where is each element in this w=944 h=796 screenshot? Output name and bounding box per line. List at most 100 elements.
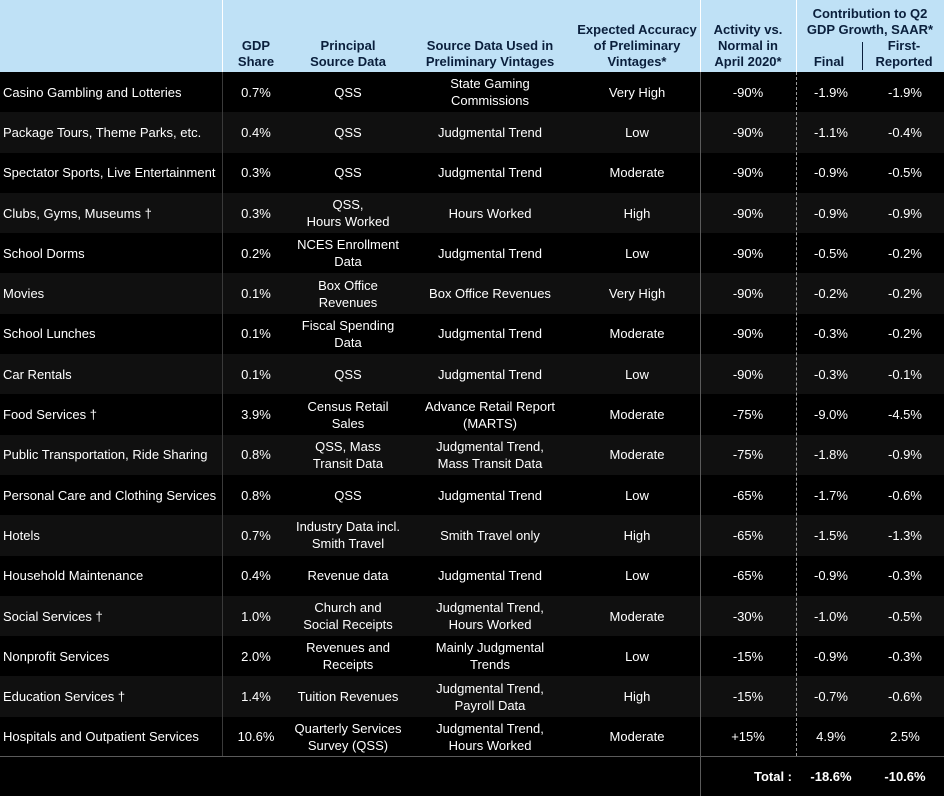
row-first-reported-text: -1.3% bbox=[888, 527, 922, 543]
row-source-used: Judgmental Trend, Payroll Data bbox=[406, 676, 574, 716]
row-principal-source-text: Industry Data incl. Smith Travel bbox=[295, 519, 401, 552]
row-first-reported-text: -0.1% bbox=[888, 366, 922, 382]
row-first-reported-text: 2.5% bbox=[890, 729, 920, 745]
row-name-text: Car Rentals bbox=[3, 366, 72, 382]
row-first-reported-text: -0.5% bbox=[888, 165, 922, 181]
row-expected-accuracy-text: Moderate bbox=[609, 165, 665, 181]
row-activity: -65% bbox=[700, 515, 796, 555]
row-activity-text: -90% bbox=[732, 84, 764, 100]
header-first-reported: First- Reported bbox=[875, 38, 933, 69]
row-activity-text: -90% bbox=[732, 124, 764, 140]
row-principal-source: QSS bbox=[290, 153, 406, 193]
row-activity: -65% bbox=[700, 475, 796, 515]
row-principal-source-text: Church and Social Receipts bbox=[303, 600, 393, 632]
row-name: Public Transportation, Ride Sharing bbox=[0, 435, 222, 475]
row-principal-source: NCES Enrollment Data bbox=[290, 233, 406, 273]
row-source-used-text: Judgmental Trend, Hours Worked bbox=[436, 600, 544, 632]
row-name: Clubs, Gyms, Museums † bbox=[0, 193, 222, 233]
row-final-text: -0.9% bbox=[814, 568, 848, 584]
header-divider bbox=[700, 0, 701, 72]
row-first-reported: -0.3% bbox=[866, 556, 944, 596]
header-principal-source: Principal Source Data bbox=[310, 38, 386, 69]
row-final: -1.7% bbox=[796, 475, 866, 515]
row-final-text: -0.9% bbox=[814, 648, 848, 664]
row-activity: +15% bbox=[700, 717, 796, 757]
row-expected-accuracy-text: Moderate bbox=[609, 326, 665, 342]
row-source-used: Judgmental Trend bbox=[406, 354, 574, 394]
row-source-used-text: Judgmental Trend bbox=[437, 165, 543, 181]
row-first-reported: -0.6% bbox=[866, 676, 944, 716]
row-final: -0.5% bbox=[796, 233, 866, 273]
row-final-text: -9.0% bbox=[814, 407, 848, 423]
row-principal-source-text: Quarterly Services Survey (QSS) bbox=[294, 720, 402, 753]
table-row: Hotels 0.7% Industry Data incl. Smith Trav… bbox=[0, 515, 944, 556]
row-first-reported: 2.5% bbox=[866, 717, 944, 757]
row-activity: -90% bbox=[700, 314, 796, 354]
row-name: Hospitals and Outpatient Services bbox=[0, 717, 222, 757]
row-final-text: -0.3% bbox=[814, 366, 848, 382]
row-expected-accuracy: High bbox=[574, 515, 700, 555]
row-activity-text: -15% bbox=[732, 648, 764, 664]
table-row: Clubs, Gyms, Museums † 0.3% QSS, Hours Wor… bbox=[0, 192, 944, 234]
row-final: -0.9% bbox=[796, 193, 866, 233]
row-activity-text: -75% bbox=[732, 407, 764, 423]
row-name-text: Hospitals and Outpatient Services bbox=[3, 729, 199, 745]
row-gdp-share: 0.3% bbox=[222, 193, 290, 233]
row-activity-text: -90% bbox=[732, 165, 764, 181]
table-row: Hospitals and Outpatient Services 10.6% Qu… bbox=[0, 717, 944, 757]
header-final: Final bbox=[813, 54, 845, 69]
row-activity-text: -75% bbox=[732, 447, 764, 463]
row-first-reported: -1.9% bbox=[866, 72, 944, 112]
row-name: Food Services † bbox=[0, 394, 222, 434]
row-principal-source-text: QSS bbox=[334, 366, 362, 382]
row-source-used-text: Box Office Revenues bbox=[429, 286, 551, 302]
table-row: Personal Care and Clothing Services 0.8% Q… bbox=[0, 475, 944, 515]
row-final-text: -1.8% bbox=[814, 447, 848, 463]
row-gdp-share: 0.4% bbox=[222, 556, 290, 596]
row-source-used: Judgmental Trend bbox=[406, 112, 574, 152]
header-activity: Activity vs. Normal in April 2020* bbox=[713, 22, 783, 69]
row-final: -1.5% bbox=[796, 515, 866, 555]
row-gdp-share-text: 0.1% bbox=[241, 286, 271, 302]
row-expected-accuracy: Very High bbox=[574, 72, 700, 112]
total-separator bbox=[0, 756, 944, 757]
table-body: Casino Gambling and Lotteries 0.7% QSS Stat… bbox=[0, 72, 944, 757]
row-gdp-share: 0.1% bbox=[222, 314, 290, 354]
row-first-reported-text: -0.2% bbox=[888, 286, 922, 302]
row-source-used: Smith Travel only bbox=[406, 515, 574, 555]
row-source-used-text: Judgmental Trend, Hours Worked bbox=[436, 720, 544, 753]
table-header: GDP Share Principal Source Data Source D… bbox=[0, 0, 944, 72]
row-final-text: -1.7% bbox=[814, 487, 848, 503]
row-expected-accuracy-text: Low bbox=[625, 487, 649, 503]
row-final: -1.0% bbox=[796, 596, 866, 636]
row-name-text: Social Services † bbox=[3, 608, 103, 624]
table-row: School Dorms 0.2% NCES Enrollment Data Judg… bbox=[0, 233, 944, 273]
row-gdp-share: 0.7% bbox=[222, 515, 290, 555]
row-final: -1.9% bbox=[796, 72, 866, 112]
total-final: -18.6% bbox=[810, 768, 852, 784]
row-expected-accuracy-text: Very High bbox=[608, 84, 666, 100]
row-source-used: Judgmental Trend, Hours Worked bbox=[406, 596, 574, 636]
header-subdivider bbox=[862, 42, 863, 70]
row-activity: -75% bbox=[700, 394, 796, 434]
row-first-reported: -4.5% bbox=[866, 394, 944, 434]
row-first-reported: -0.2% bbox=[866, 233, 944, 273]
row-gdp-share: 0.1% bbox=[222, 354, 290, 394]
row-source-used-text: Judgmental Trend bbox=[437, 487, 543, 503]
row-source-used-text: Judgmental Trend, Mass Transit Data bbox=[436, 438, 544, 471]
row-expected-accuracy-text: High bbox=[623, 527, 651, 543]
row-source-used-text: Judgmental Trend, Payroll Data bbox=[436, 680, 544, 713]
row-final-text: -0.9% bbox=[814, 165, 848, 181]
row-gdp-share-text: 3.9% bbox=[241, 407, 271, 423]
row-expected-accuracy: Low bbox=[574, 233, 700, 273]
row-final-text: -1.0% bbox=[814, 608, 848, 624]
table-row: Movies 0.1% Box Office Revenues Box Office … bbox=[0, 273, 944, 314]
row-gdp-share-text: 0.3% bbox=[241, 205, 271, 221]
row-activity-text: -90% bbox=[732, 326, 764, 342]
row-activity: -15% bbox=[700, 636, 796, 676]
row-activity-text: -65% bbox=[732, 487, 764, 503]
row-gdp-share: 1.4% bbox=[222, 676, 290, 716]
row-principal-source-text: Revenues and Receipts bbox=[306, 640, 390, 673]
row-expected-accuracy-text: Low bbox=[625, 245, 649, 261]
